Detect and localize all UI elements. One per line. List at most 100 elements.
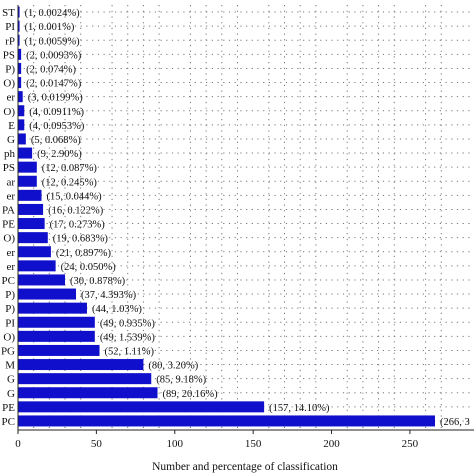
- data-label: (5, 0.068%): [31, 135, 81, 146]
- data-label: (44, 1.03%): [92, 304, 142, 315]
- category-label: er: [6, 261, 15, 273]
- bar: [18, 77, 22, 89]
- category-label: ST: [2, 7, 15, 19]
- bar: [18, 34, 20, 46]
- category-label: G: [7, 134, 15, 146]
- category-label: er: [6, 92, 15, 104]
- x-tick-label: 250: [402, 438, 419, 450]
- category-label: PI: [5, 21, 15, 33]
- bar: [18, 133, 26, 145]
- category-label: PS: [3, 162, 15, 174]
- bar: [18, 359, 144, 371]
- grid-lines: [18, 5, 474, 430]
- data-label: (16, 0.122%): [48, 205, 104, 216]
- data-label: (52, 1.11%): [105, 346, 155, 357]
- data-label: (157, 14.10%): [269, 403, 330, 414]
- data-label: (37, 4.393%): [81, 290, 137, 301]
- data-label: (2, 0.0147%): [26, 79, 82, 90]
- data-label: (85, 9.18%): [156, 375, 206, 386]
- bar-value-labels: (1, 0.0024%) (1, 0.001%) (1, 0.0059%) (2, 0…: [25, 8, 470, 428]
- bar: [18, 147, 33, 159]
- bar: [18, 373, 152, 385]
- data-label: (4, 0.0953%): [29, 121, 85, 132]
- category-label: er: [6, 190, 15, 202]
- bar: [18, 246, 51, 258]
- category-label: PE: [2, 402, 15, 414]
- data-label: (12, 0.087%): [42, 163, 98, 174]
- bar: [18, 232, 48, 244]
- bar: [18, 288, 77, 300]
- bar: [18, 175, 37, 187]
- category-label: ph: [4, 148, 16, 160]
- bar: [18, 330, 95, 342]
- x-axis: 0 50 100 150 200 250: [15, 5, 474, 450]
- data-label: (17, 0.273%): [50, 220, 106, 231]
- bar: [18, 20, 20, 32]
- data-label: (12, 0.245%): [42, 177, 98, 188]
- bar: [18, 62, 22, 74]
- category-labels: STPIrPPSP)O)erO)EGphPSarerPAPEO)ererPCP)…: [1, 7, 16, 428]
- bar: [18, 274, 66, 286]
- bar: [18, 105, 25, 117]
- x-axis-title: Number and percentage of classification: [152, 461, 338, 473]
- data-label: (19, 0.683%): [53, 234, 109, 245]
- data-label: (80, 3.20%): [148, 361, 198, 372]
- bar: [18, 316, 95, 328]
- bar: [18, 302, 87, 314]
- x-tick-label: 100: [167, 438, 184, 450]
- x-tick-label: 200: [323, 438, 340, 450]
- data-label: (3, 0.0199%): [28, 93, 84, 104]
- category-label: PG: [1, 345, 15, 357]
- x-tick-label: 50: [91, 438, 103, 450]
- bar: [18, 6, 20, 18]
- x-tick-label: 0: [15, 438, 21, 450]
- category-label: PE: [2, 219, 15, 231]
- data-label: (30, 0.878%): [70, 276, 126, 287]
- category-label: PC: [2, 275, 15, 287]
- bar: [18, 203, 44, 215]
- bar: [18, 48, 22, 60]
- x-tick-label: 150: [245, 438, 262, 450]
- category-label: P): [5, 303, 15, 315]
- category-label: rP: [5, 35, 15, 47]
- bar: [18, 161, 37, 173]
- data-label: (15, 0.044%): [47, 191, 103, 202]
- data-label: (49, 0.935%): [100, 318, 156, 329]
- bar: [18, 401, 265, 413]
- category-label: O): [3, 331, 15, 343]
- data-label: (24, 0.050%): [61, 262, 117, 273]
- bar: [18, 344, 100, 356]
- category-label: PI: [5, 317, 15, 329]
- category-label: PA: [2, 204, 15, 216]
- category-label: O): [3, 106, 15, 118]
- bar: [18, 218, 45, 230]
- data-label: (4, 0.0911%): [29, 107, 84, 118]
- data-label: (1, 0.001%): [25, 22, 75, 33]
- data-label: (21, 0.897%): [56, 248, 112, 259]
- bars: [18, 6, 435, 427]
- bar: [18, 415, 435, 427]
- data-label: (1, 0.0059%): [25, 36, 81, 47]
- bar: [18, 387, 158, 399]
- data-label: (2, 0.074%): [26, 64, 76, 75]
- bar: [18, 119, 25, 131]
- data-label: (89, 20.16%): [163, 389, 219, 400]
- data-label: (1, 0.0024%): [25, 8, 81, 19]
- category-label: PS: [3, 49, 15, 61]
- category-label: E: [8, 120, 15, 132]
- category-label: er: [6, 247, 15, 259]
- category-label: O): [3, 233, 15, 245]
- category-label: G: [7, 388, 15, 400]
- category-label: M: [5, 360, 15, 372]
- category-label: PC: [2, 416, 15, 428]
- bar: [18, 189, 42, 201]
- category-label: O): [3, 78, 15, 90]
- bar: [18, 91, 23, 103]
- data-label: (9, 2.90%): [37, 149, 82, 160]
- data-label: (266, 3: [440, 417, 470, 428]
- category-label: P): [5, 63, 15, 75]
- category-label: ar: [6, 176, 15, 188]
- category-label: G: [7, 374, 15, 386]
- bar: [18, 260, 56, 272]
